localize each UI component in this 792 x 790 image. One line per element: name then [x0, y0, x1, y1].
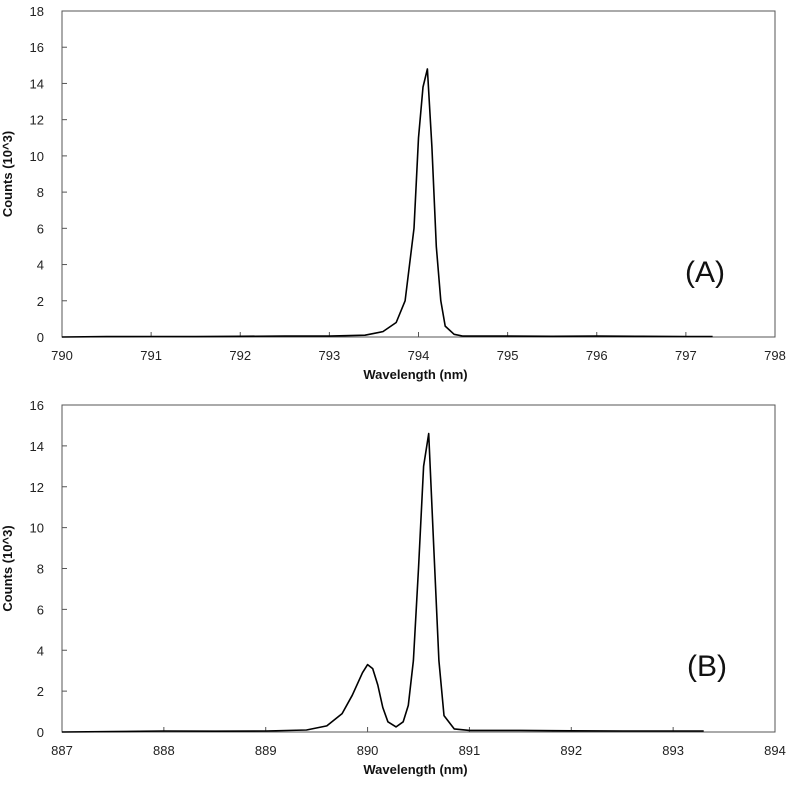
series-line-spectrum [61, 432, 704, 733]
x-tick-label: 793 [319, 348, 341, 363]
plot-frame [61, 10, 776, 338]
x-tick-label: 894 [764, 743, 786, 758]
panel-label: (A) [685, 256, 725, 289]
y-tick-label: 8 [37, 185, 44, 200]
chart-panel-2: 0 2 4 6 8 10 12 14 16 887 888 889 890 891 892 893 894 Wav… [0, 398, 786, 777]
series-line-spectrum [61, 68, 713, 338]
x-tick-label: 792 [229, 348, 251, 363]
y-tick-label: 16 [30, 398, 44, 413]
y-tick-label: 18 [30, 4, 44, 19]
y-tick-label: 12 [30, 113, 44, 128]
x-tick-label: 892 [560, 743, 582, 758]
y-tick-label: 4 [37, 258, 44, 273]
x-tick-label: 797 [675, 348, 697, 363]
y-tick-label: 10 [30, 521, 44, 536]
x-axis-label: Wavelength (nm) [363, 367, 467, 382]
y-tick-label: 6 [37, 221, 44, 236]
x-tick-label: 794 [408, 348, 430, 363]
y-axis-label: Counts (10^3) [0, 525, 15, 611]
x-tick-label: 791 [140, 348, 162, 363]
y-tick-label: 14 [30, 439, 44, 454]
x-tick-label: 889 [255, 743, 277, 758]
x-tick-label: 796 [586, 348, 608, 363]
y-tick-label: 4 [37, 643, 44, 658]
y-tick-label: 14 [30, 76, 44, 91]
panel-label: (B) [687, 650, 727, 683]
y-axis-label: Counts (10^3) [0, 131, 15, 217]
y-tick-label: 8 [37, 562, 44, 577]
y-tick-label: 10 [30, 149, 44, 164]
x-tick-label: 887 [51, 743, 73, 758]
x-tick-label: 888 [153, 743, 175, 758]
x-tick-label: 795 [497, 348, 519, 363]
y-tick-label: 0 [37, 725, 44, 740]
y-tick-label: 0 [37, 330, 44, 345]
x-axis-label: Wavelength (nm) [363, 762, 467, 777]
y-tick-label: 2 [37, 684, 44, 699]
x-tick-label: 890 [357, 743, 379, 758]
y-tick-label: 6 [37, 602, 44, 617]
chart-panel-1: 0 2 4 6 8 10 12 14 16 18 790 791 792 793 794 795 796 797 7… [0, 4, 786, 382]
x-tick-label: 893 [662, 743, 684, 758]
y-tick-label: 12 [30, 480, 44, 495]
x-tick-label: 891 [459, 743, 481, 758]
x-tick-label: 790 [51, 348, 73, 363]
y-tick-label: 16 [30, 40, 44, 55]
x-tick-label: 798 [764, 348, 786, 363]
y-tick-label: 2 [37, 294, 44, 309]
